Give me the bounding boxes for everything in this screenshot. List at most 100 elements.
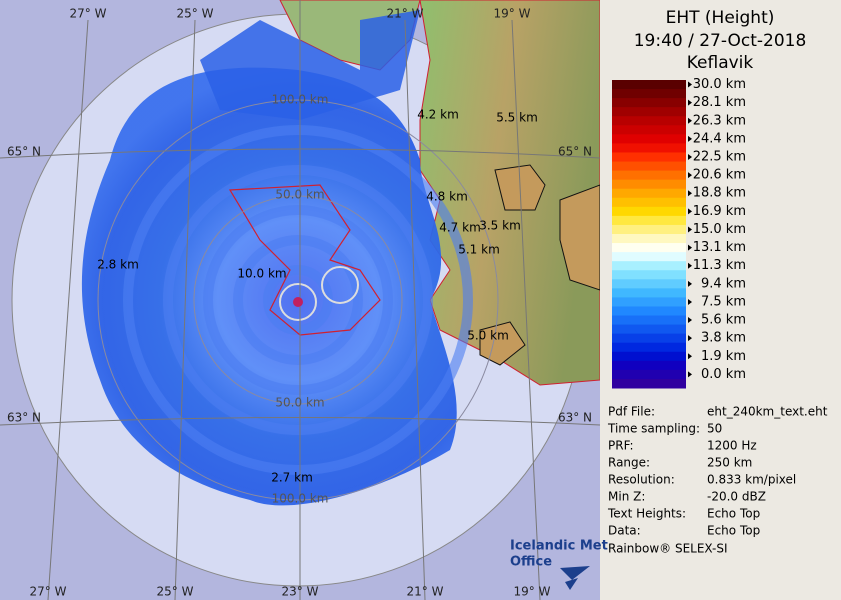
graticule-label: 27° W — [30, 585, 67, 599]
legend-swatch — [612, 215, 686, 226]
time: 19:40 / 27-Oct-2018 — [634, 31, 807, 51]
legend-swatch — [612, 179, 686, 190]
legend-arrow — [688, 353, 692, 360]
echo-top-label: 10.0 km — [237, 267, 286, 281]
footer: Rainbow® SELEX-SI — [608, 542, 728, 556]
graticule-label: 65° N — [7, 145, 41, 159]
legend-swatch — [612, 134, 686, 144]
legend-swatch — [612, 116, 686, 126]
info-key: Time sampling: — [607, 422, 700, 436]
legend-arrow — [688, 208, 692, 215]
legend-swatch — [612, 342, 686, 353]
legend-arrow — [688, 335, 692, 342]
info-value: -20.0 dBZ — [707, 490, 766, 504]
legend-swatch — [612, 197, 686, 208]
legend-swatch — [612, 279, 686, 289]
legend: 30.0 km 28.1 km 26.3 km 24.4 km 22.5 km 20.6 … — [612, 77, 746, 389]
legend-arrow — [688, 172, 692, 179]
legend-swatch — [612, 152, 686, 163]
legend-swatch — [612, 378, 686, 389]
coastline — [228, 184, 381, 336]
legend-swatch — [612, 306, 686, 317]
title: EHT (Height) — [666, 8, 775, 28]
info-value: 50 — [707, 422, 722, 436]
legend-swatch — [612, 188, 686, 199]
legend-arrow — [688, 190, 692, 197]
echo-top-label: 5.0 km — [467, 329, 509, 343]
legend-arrow — [688, 298, 692, 305]
legend-arrow — [688, 244, 692, 251]
legend-label: 30.0 km — [693, 77, 746, 92]
info-table: Pdf File: eht_240km_text.eht Time sampling… — [607, 405, 828, 538]
legend-label: 28.1 km — [693, 95, 746, 110]
legend-swatch — [612, 243, 686, 253]
echo-top-label: 4.2 km — [417, 108, 459, 122]
legend-arrow — [688, 154, 692, 160]
legend-swatch — [612, 333, 686, 344]
legend-swatch — [612, 98, 686, 108]
legend-label: 18.8 km — [693, 186, 746, 201]
legend-swatch — [612, 224, 686, 235]
echo-top-label: 2.7 km — [271, 471, 313, 485]
info-key: Min Z: — [608, 490, 645, 504]
legend-swatch — [612, 270, 686, 280]
info-key: PRF: — [608, 439, 634, 453]
legend-label: 16.9 km — [693, 204, 746, 219]
legend-arrow — [688, 317, 692, 324]
info-key: Data: — [608, 524, 641, 538]
echo-top-label: 4.8 km — [426, 190, 468, 204]
echo-top-label: 5.1 km — [458, 243, 500, 257]
info-key: Pdf File: — [608, 405, 655, 419]
info-key: Text Heights: — [607, 507, 686, 521]
info-value: 250 km — [707, 456, 752, 470]
echo-rings — [123, 125, 473, 475]
echo-north — [200, 10, 420, 120]
legend-arrow — [688, 99, 692, 106]
legend-label: 3.8 km — [701, 331, 746, 346]
range-label: 100.0 km — [272, 93, 329, 107]
logo-line: Icelandic Met — [510, 539, 608, 554]
echo-top-label: 2.8 km — [97, 258, 139, 272]
graticule-label: 27° W — [70, 7, 107, 21]
legend-swatch — [612, 206, 686, 217]
legend-swatch — [612, 125, 686, 135]
legend-swatch — [612, 324, 686, 335]
legend-arrow — [688, 226, 692, 233]
legend-label: 24.4 km — [693, 131, 746, 146]
legend-label: 15.0 km — [693, 222, 746, 237]
graticule-label: 21° W — [407, 585, 444, 599]
info-value: 0.833 km/pixel — [707, 473, 796, 487]
radar-site — [293, 297, 303, 307]
legend-swatch — [612, 288, 686, 298]
legend-swatch — [612, 369, 686, 380]
map-labels: 27° W 25° W 21° W 19° W 27° W 25° W 23° W 21° W… — [7, 7, 592, 599]
legend-label: 13.1 km — [693, 240, 746, 255]
legend-arrow — [688, 371, 692, 378]
glaciers — [479, 164, 600, 366]
info-value: 1200 Hz — [707, 439, 757, 453]
graticule-label: 19° W — [494, 7, 531, 21]
legend-swatch — [612, 360, 686, 371]
graticule-label: 63° N — [558, 411, 592, 425]
info-value: eht_240km_text.eht — [707, 405, 828, 419]
legend-label: 1.9 km — [701, 349, 746, 364]
graticule-label: 63° N — [7, 411, 41, 425]
legend-label: 7.5 km — [701, 294, 746, 309]
logo-line: Office — [510, 555, 552, 570]
legend-swatch — [612, 161, 686, 172]
range-label: 50.0 km — [275, 188, 324, 202]
legend-swatch — [612, 252, 686, 262]
info-value: Echo Top — [707, 507, 760, 521]
legend-swatch — [612, 297, 686, 307]
legend-label: 5.6 km — [701, 313, 746, 328]
legend-arrow — [688, 135, 692, 142]
legend-label: 26.3 km — [693, 113, 746, 128]
info-key: Resolution: — [608, 473, 675, 487]
legend-swatch — [612, 261, 686, 271]
legend-swatch — [612, 351, 686, 362]
echo-top-label: 4.7 km — [439, 221, 481, 235]
range-rings — [97, 99, 499, 501]
info-key: Range: — [608, 456, 650, 470]
legend-swatch — [612, 89, 686, 99]
